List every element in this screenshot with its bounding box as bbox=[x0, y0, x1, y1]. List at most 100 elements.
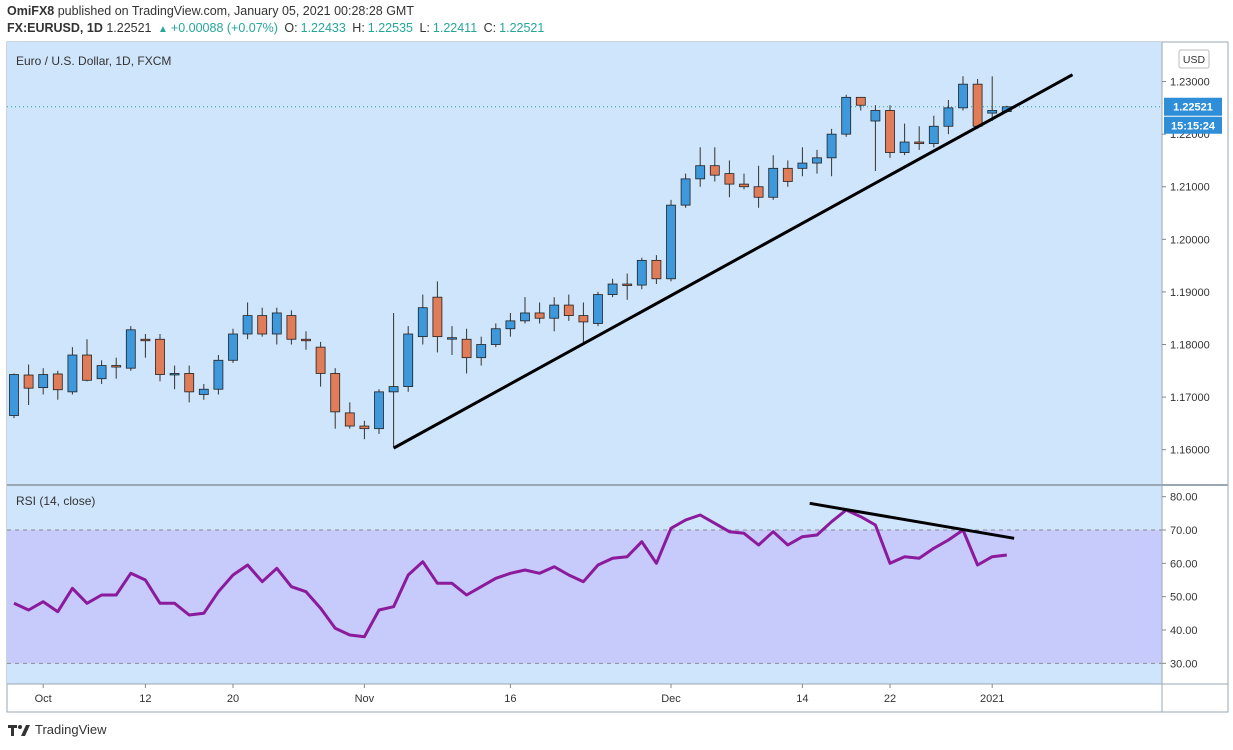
candle-body bbox=[301, 338, 311, 342]
price-pane-background bbox=[7, 42, 1162, 484]
bear-candle bbox=[257, 307, 268, 337]
candle-body bbox=[242, 315, 253, 335]
last-price-badge bbox=[1164, 97, 1222, 116]
candle-body bbox=[680, 178, 691, 206]
candle-body bbox=[534, 312, 545, 319]
bear-candle bbox=[52, 370, 63, 400]
candle-body bbox=[958, 83, 968, 109]
candle-body bbox=[155, 338, 165, 375]
candle-body bbox=[972, 83, 983, 127]
bull-candle bbox=[812, 149, 822, 174]
candle-body bbox=[593, 294, 603, 324]
bear-candle bbox=[432, 281, 443, 353]
tradingview-brand[interactable]: TradingView bbox=[35, 722, 107, 737]
countdown-badge-label: 15:15:24 bbox=[1171, 121, 1216, 133]
bull-candle bbox=[666, 199, 676, 282]
bear-candle bbox=[534, 302, 545, 324]
close-value: 1.22521 bbox=[499, 21, 545, 35]
bull-candle bbox=[958, 76, 968, 111]
candle-body bbox=[899, 141, 910, 153]
candle-body bbox=[82, 354, 92, 381]
time-tick-label: 14 bbox=[796, 693, 808, 705]
candle-body bbox=[841, 96, 852, 135]
candle-body bbox=[666, 204, 676, 280]
bull-candle bbox=[899, 123, 910, 156]
candle-body bbox=[447, 337, 457, 340]
bull-candle bbox=[125, 326, 136, 371]
bull-candle bbox=[447, 326, 457, 356]
candle-body bbox=[695, 165, 706, 180]
price-tick-label: 1.18000 bbox=[1170, 340, 1210, 352]
high-value: 1.22535 bbox=[367, 21, 413, 35]
candle-body bbox=[739, 183, 749, 188]
bull-candle bbox=[476, 336, 487, 366]
bull-candle bbox=[797, 147, 808, 177]
candle-body bbox=[885, 110, 895, 153]
candle-body bbox=[768, 167, 779, 198]
publisher-name[interactable]: OmiFX8 bbox=[7, 4, 55, 18]
bull-candle bbox=[198, 383, 209, 400]
candle-body bbox=[709, 165, 720, 176]
tradingview-logo-icon bbox=[8, 724, 30, 736]
bear-candle bbox=[855, 96, 866, 111]
bear-candle bbox=[155, 334, 165, 382]
bull-candle bbox=[9, 373, 19, 419]
bear-candle bbox=[972, 78, 983, 129]
bull-candle bbox=[96, 360, 107, 384]
candle-body bbox=[388, 386, 399, 393]
bull-candle bbox=[680, 173, 691, 208]
high-label: H: bbox=[352, 21, 365, 35]
rsi-line bbox=[13, 508, 1007, 639]
candle-body bbox=[257, 315, 268, 335]
bull-candle bbox=[271, 307, 282, 345]
candle-body bbox=[782, 167, 793, 182]
rsi-tick-label: 80.00 bbox=[1170, 492, 1198, 504]
candle-body bbox=[461, 338, 472, 359]
candle-body bbox=[140, 338, 151, 342]
price-change: +0.00088 (+0.07%) bbox=[170, 21, 278, 35]
price-tick-label: 1.21000 bbox=[1170, 182, 1210, 194]
last-price-badge-label: 1.22521 bbox=[1173, 102, 1213, 114]
candle-body bbox=[374, 391, 384, 430]
candle-body bbox=[169, 373, 180, 376]
candle-body bbox=[636, 259, 647, 286]
candle-body bbox=[622, 283, 633, 286]
rsi-pane-title: RSI (14, close) bbox=[16, 494, 95, 508]
bear-candle bbox=[739, 173, 749, 190]
price-tick-label: 1.20000 bbox=[1170, 234, 1210, 246]
candle-body bbox=[403, 333, 414, 387]
time-tick-label: Nov bbox=[355, 693, 375, 705]
candle-body bbox=[359, 425, 370, 430]
candle-body bbox=[23, 374, 34, 389]
open-label: O: bbox=[284, 21, 298, 35]
candle-body bbox=[96, 365, 107, 380]
candle-body bbox=[125, 329, 136, 369]
candle-body bbox=[330, 373, 341, 413]
candle-body bbox=[987, 110, 998, 114]
bear-candle bbox=[914, 126, 925, 150]
bear-candle bbox=[563, 294, 574, 321]
bull-candle bbox=[826, 128, 837, 177]
currency-box bbox=[1178, 49, 1210, 69]
candle-body bbox=[505, 320, 516, 330]
last-price: 1.22521 bbox=[106, 21, 152, 35]
candle-body bbox=[490, 328, 501, 345]
bear-candle bbox=[359, 420, 370, 440]
bear-candle bbox=[330, 368, 341, 429]
bear-candle bbox=[622, 273, 633, 300]
candle-body bbox=[914, 141, 925, 145]
candle-body bbox=[855, 96, 866, 106]
rsi-tick-label: 30.00 bbox=[1170, 658, 1198, 670]
candle-body bbox=[9, 374, 19, 416]
candle-body bbox=[228, 333, 238, 361]
candle-body bbox=[286, 315, 297, 340]
time-tick-label: 22 bbox=[884, 693, 896, 705]
bull-candle bbox=[987, 76, 998, 121]
rsi-tick-label: 50.00 bbox=[1170, 592, 1198, 604]
price-support-trendline bbox=[392, 73, 1074, 450]
bull-candle bbox=[417, 294, 428, 345]
candle-body bbox=[52, 373, 63, 391]
candle-body bbox=[826, 133, 837, 159]
bull-candle bbox=[374, 389, 384, 434]
